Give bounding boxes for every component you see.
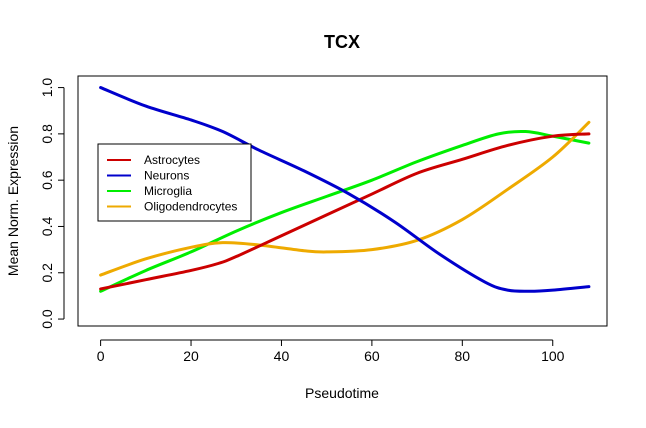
x-tick-label: 80 bbox=[455, 348, 471, 364]
series-line-oligodendrocytes bbox=[99, 120, 591, 277]
y-tick-label: 0.4 bbox=[39, 217, 55, 237]
x-axis-label: Pseudotime bbox=[305, 385, 379, 401]
x-axis: 0 20 40 60 80 100 bbox=[97, 339, 565, 364]
series-line-neurons bbox=[99, 86, 591, 293]
legend-label-neurons: Neurons bbox=[144, 169, 189, 183]
y-tick-label: 0.2 bbox=[39, 263, 55, 283]
series-line-astrocytes bbox=[99, 132, 591, 291]
y-tick-label: 0.6 bbox=[39, 170, 55, 190]
plot-frame bbox=[77, 75, 608, 327]
x-tick-label: 20 bbox=[183, 348, 199, 364]
x-tick-label: 40 bbox=[274, 348, 290, 364]
y-tick-label: 1.0 bbox=[39, 78, 55, 98]
x-tick-label: 0 bbox=[97, 348, 105, 364]
y-tick-label: 0.0 bbox=[39, 309, 55, 329]
series-group bbox=[99, 86, 591, 293]
y-axis-label: Mean Norm. Expression bbox=[5, 126, 21, 276]
x-tick-label: 60 bbox=[364, 348, 380, 364]
x-tick-label: 100 bbox=[541, 348, 565, 364]
legend-label-microglia: Microglia bbox=[144, 184, 192, 198]
legend-label-astrocytes: Astrocytes bbox=[144, 153, 200, 167]
y-tick-label: 0.8 bbox=[39, 124, 55, 144]
y-axis: 0.0 0.2 0.4 0.6 0.8 1.0 bbox=[39, 78, 65, 329]
chart-title: TCX bbox=[324, 32, 360, 52]
legend-box bbox=[97, 143, 252, 222]
legend-label-oligodendrocytes: Oligodendrocytes bbox=[144, 200, 237, 214]
series-line-microglia bbox=[99, 129, 591, 293]
